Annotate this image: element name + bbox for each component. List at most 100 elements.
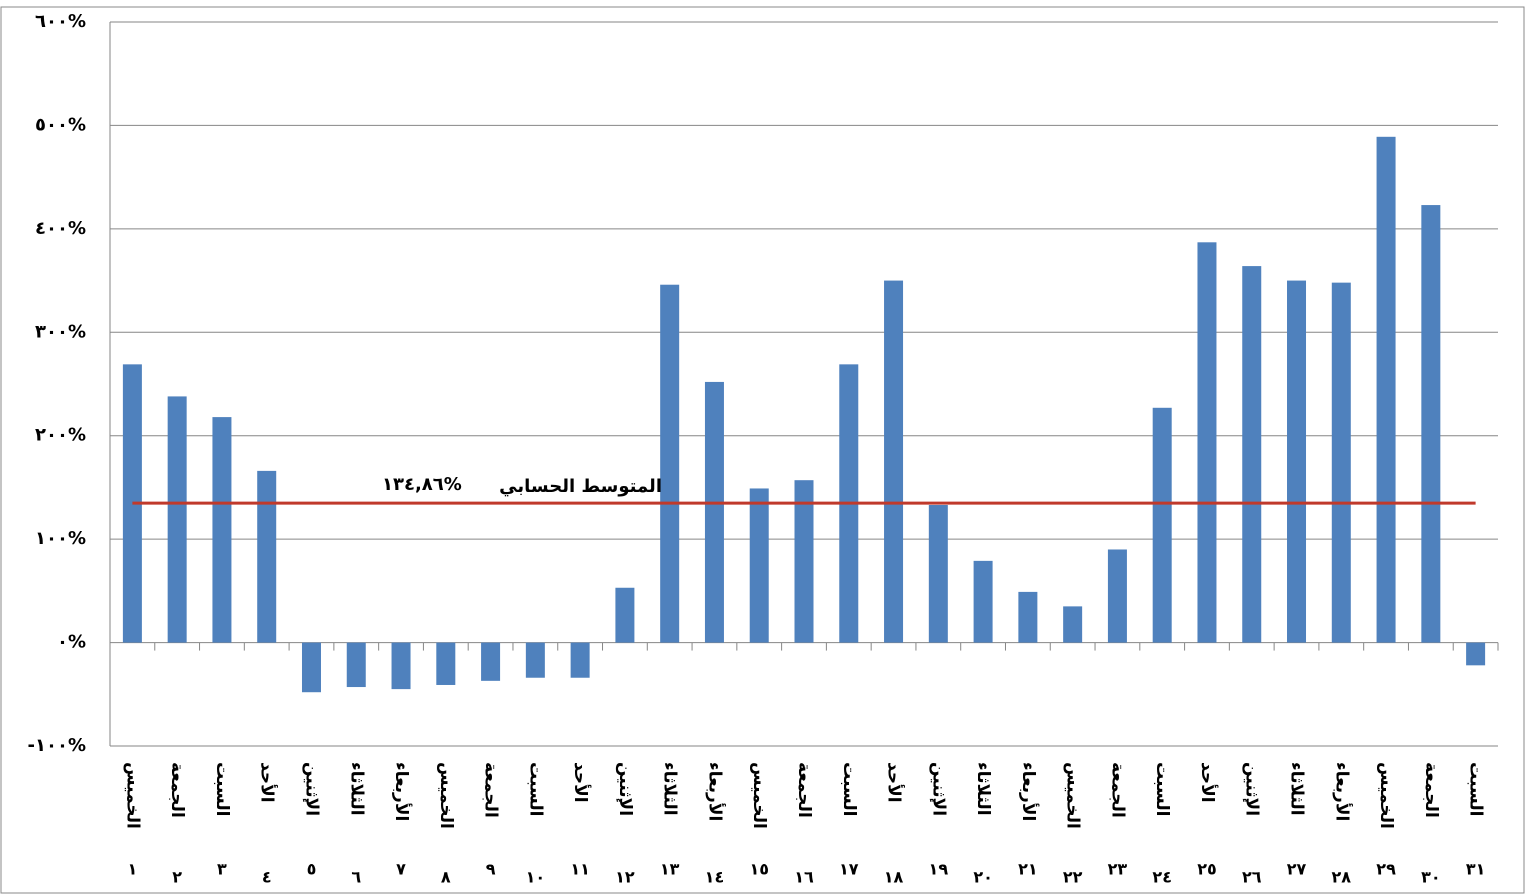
x-tick-label: الإثنين: [1242, 762, 1262, 816]
x-tick-label: الخميس: [122, 762, 142, 829]
bar: [257, 470, 277, 643]
bar: [615, 587, 635, 643]
bar: [570, 642, 590, 678]
bar: [1242, 266, 1262, 643]
bar: [1018, 591, 1038, 643]
bar: [391, 642, 411, 690]
y-tick-label: -١٠٠%: [28, 735, 87, 756]
y-tick-label: ٦٠٠%: [35, 11, 86, 32]
x-tick-number: ١١: [570, 860, 590, 879]
x-tick-number: ٦: [351, 868, 361, 887]
x-tick-label: السبت: [212, 762, 232, 816]
bar: [973, 560, 993, 643]
x-tick-label: الأربعاء: [704, 762, 725, 821]
bar: [794, 480, 814, 643]
x-tick-label: السبت: [525, 762, 545, 816]
x-tick-number: ٢٥: [1197, 860, 1217, 879]
x-tick-number: ١: [128, 860, 138, 879]
bar: [436, 642, 456, 685]
chart-frame: [0, 6, 1525, 894]
bar: [481, 642, 501, 681]
x-tick-label: الجمعة: [481, 762, 501, 818]
x-tick-label: الأربعاء: [1331, 762, 1352, 821]
y-tick-label: ٢٠٠%: [35, 425, 86, 446]
y-tick-label: ٠%: [57, 632, 86, 653]
bar: [660, 284, 680, 643]
bar: [525, 642, 545, 678]
y-tick-label: ٤٠٠%: [35, 218, 86, 239]
bar: [167, 396, 187, 643]
bar: [1063, 606, 1083, 643]
x-tick-label: الثلاثاء: [973, 762, 993, 816]
x-tick-number: ٣٠: [1421, 868, 1441, 887]
x-tick-label: الثلاثاء: [1287, 762, 1307, 816]
x-tick-number: ١٨: [884, 868, 904, 887]
bar: [1466, 642, 1486, 666]
x-tick-label: الإثنين: [928, 762, 948, 816]
bar: [1107, 549, 1127, 643]
x-tick-number: ٢٢: [1063, 868, 1083, 887]
x-tick-label: الأربعاء: [1018, 762, 1039, 821]
x-tick-number: ٢٦: [1242, 868, 1262, 887]
x-tick-label: الجمعة: [794, 762, 814, 818]
x-tick-label: الإثنين: [301, 762, 321, 816]
x-tick-label: الخميس: [436, 762, 456, 829]
x-tick-label: السبت: [1152, 762, 1172, 816]
x-tick-label: الأربعاء: [391, 762, 412, 821]
x-tick-number: ١٥: [749, 860, 769, 879]
x-tick-label: الجمعة: [167, 762, 187, 818]
x-tick-number: ٣١: [1466, 860, 1486, 879]
x-tick-number: ٣: [217, 860, 227, 879]
x-tick-number: ٢: [172, 868, 182, 887]
x-tick-number: ١٧: [839, 860, 859, 879]
bar: [1152, 407, 1172, 643]
bar: [1287, 280, 1307, 643]
average-label: المتوسط الحسابي: [499, 476, 662, 497]
x-tick-number: ١٢: [615, 868, 635, 887]
bar: [346, 642, 366, 688]
x-tick-number: ٤: [262, 868, 272, 887]
bar: [301, 642, 321, 693]
x-tick-number: ١٦: [794, 868, 814, 887]
average-value: ١٣٤,٨٦%: [382, 474, 462, 495]
bar: [704, 381, 724, 643]
x-tick-number: ١٠: [526, 868, 546, 887]
bar: [749, 488, 769, 643]
x-tick-number: ٢٣: [1108, 860, 1128, 879]
x-tick-number: ٢٨: [1332, 868, 1352, 887]
x-tick-label: الخميس: [749, 762, 769, 829]
x-tick-label: الأحد: [570, 762, 591, 803]
x-tick-label: السبت: [1466, 762, 1486, 816]
x-tick-label: الجمعة: [1421, 762, 1441, 818]
x-tick-number: ٢٧: [1287, 860, 1307, 879]
x-tick-number: ٨: [441, 868, 451, 887]
x-tick-label: الخميس: [1063, 762, 1083, 829]
x-tick-number: ١٣: [660, 860, 680, 879]
x-tick-label: الجمعة: [1107, 762, 1127, 818]
x-tick-number: ٢١: [1018, 860, 1038, 879]
x-tick-label: الخميس: [1376, 762, 1396, 829]
x-tick-number: ١٤: [705, 868, 725, 887]
x-tick-number: ٩: [486, 860, 496, 879]
bar: [1421, 205, 1441, 643]
y-tick-label: ٥٠٠%: [35, 114, 86, 135]
y-tick-label: ١٠٠%: [35, 528, 86, 549]
x-tick-label: الإثنين: [615, 762, 635, 816]
x-tick-number: ٢٠: [973, 868, 993, 887]
bar: [928, 505, 948, 643]
x-tick-number: ٢٤: [1152, 868, 1172, 887]
x-tick-label: الأحد: [884, 762, 905, 803]
bar: [884, 280, 904, 643]
x-tick-label: الأحد: [1197, 762, 1218, 803]
bar: [1331, 282, 1351, 643]
x-tick-label: السبت: [839, 762, 859, 816]
bar: [212, 417, 232, 643]
y-tick-label: ٣٠٠%: [35, 321, 86, 342]
x-tick-number: ٥: [307, 860, 317, 879]
x-tick-label: الثلاثاء: [660, 762, 680, 816]
x-tick-label: الأحد: [257, 762, 278, 803]
x-tick-label: الثلاثاء: [346, 762, 366, 816]
x-tick-number: ٧: [396, 860, 406, 879]
x-tick-number: ٢٩: [1376, 860, 1396, 879]
